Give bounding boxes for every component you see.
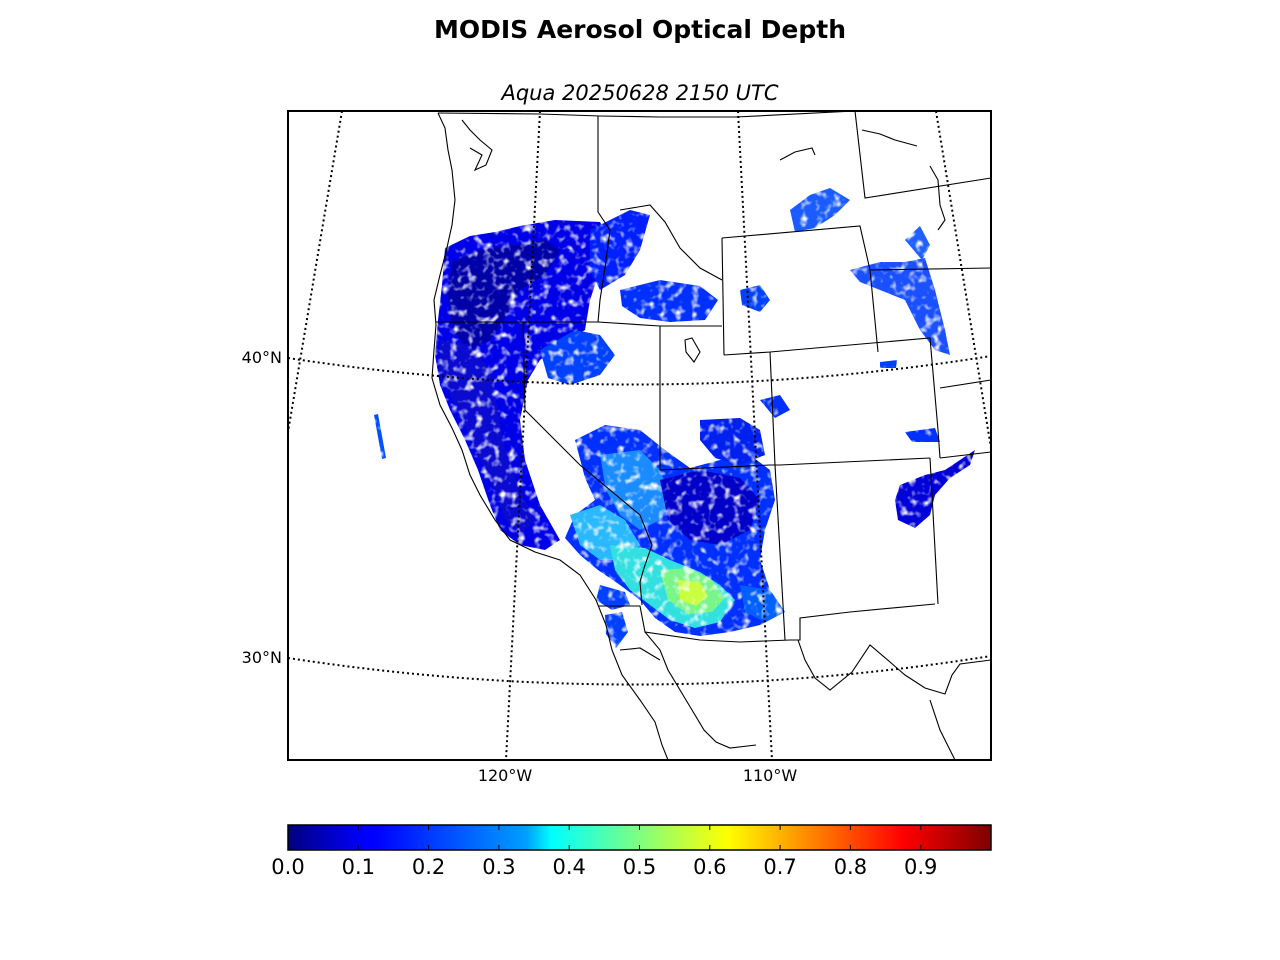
figure-subtitle: Aqua 20250628 2150 UTC	[499, 81, 778, 105]
map-frame	[287, 110, 992, 761]
colorbar-tick-label: 0.0	[271, 855, 304, 879]
colorbar: 0.0 0.1 0.2 0.3 0.4 0.5 0.6 0.7 0.8 0.9	[271, 824, 992, 879]
lon-label-120w: 120°W	[478, 766, 533, 785]
aod-data-gaps	[288, 111, 991, 760]
colorbar-tick-label: 0.8	[834, 855, 867, 879]
meridian-100w	[935, 111, 991, 449]
lon-label-110w: 110°W	[743, 766, 798, 785]
map-panel	[287, 110, 992, 761]
colorbar-tick-label: 0.2	[412, 855, 445, 879]
lat-label-40n: 40°N	[242, 348, 282, 367]
meridian-110w	[737, 111, 773, 760]
state-borders	[436, 111, 991, 661]
colorbar-tick-label: 0.5	[623, 855, 656, 879]
colorbar-tick-label: 0.1	[342, 855, 375, 879]
parallel-40n	[288, 355, 991, 386]
meridian-120w	[505, 111, 541, 760]
colorbar-tick-label: 0.7	[763, 855, 796, 879]
coastlines	[431, 112, 991, 760]
lat-label-30n: 30°N	[242, 648, 282, 667]
colorbar-tick-label: 0.4	[552, 855, 585, 879]
parallel-30n	[288, 655, 991, 686]
colorbar-tick-label: 0.6	[693, 855, 726, 879]
colorbar-tick-label: 0.9	[904, 855, 937, 879]
colorbar-ticks: 0.0 0.1 0.2 0.3 0.4 0.5 0.6 0.7 0.8 0.9	[271, 825, 937, 879]
meridian-130w	[288, 111, 343, 433]
graticule	[288, 111, 991, 760]
colorbar-tick-label: 0.3	[482, 855, 515, 879]
figure-title: MODIS Aerosol Optical Depth	[434, 15, 846, 44]
